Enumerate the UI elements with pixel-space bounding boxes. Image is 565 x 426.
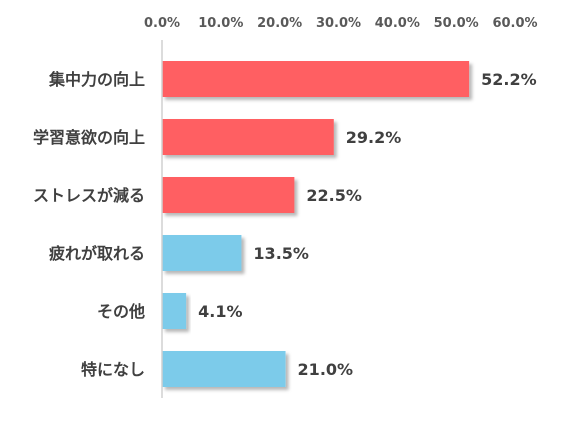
x-tick-label: 0.0%	[144, 16, 180, 31]
bar	[162, 351, 286, 387]
bars	[162, 61, 470, 387]
x-tick-label: 20.0%	[257, 16, 302, 31]
data-label: 4.1%	[198, 302, 242, 321]
data-label: 21.0%	[298, 360, 354, 379]
x-tick-label: 10.0%	[198, 16, 243, 31]
bar	[162, 293, 187, 329]
x-tick-label: 40.0%	[375, 16, 420, 31]
category-label: ストレスが減る	[33, 186, 145, 205]
data-labels: 52.2% 29.2% 22.5% 13.5% 4.1% 21.0%	[198, 70, 537, 379]
bar	[162, 119, 334, 155]
bar	[162, 177, 295, 213]
bar	[162, 61, 470, 97]
x-axis-ticks: 0.0% 10.0% 20.0% 30.0% 40.0% 50.0% 60.0%	[144, 16, 538, 31]
bar	[162, 235, 242, 271]
data-label: 29.2%	[346, 128, 402, 147]
category-label: その他	[97, 302, 145, 321]
category-label: 疲れが取れる	[49, 244, 145, 263]
category-label: 集中力の向上	[48, 70, 145, 89]
x-tick-label: 60.0%	[492, 16, 537, 31]
x-tick-label: 30.0%	[316, 16, 361, 31]
category-label: 学習意欲の向上	[33, 128, 145, 147]
data-label: 13.5%	[253, 244, 309, 263]
data-label: 52.2%	[481, 70, 537, 89]
x-tick-label: 50.0%	[434, 16, 479, 31]
data-label: 22.5%	[306, 186, 362, 205]
category-label: 特になし	[81, 360, 145, 379]
